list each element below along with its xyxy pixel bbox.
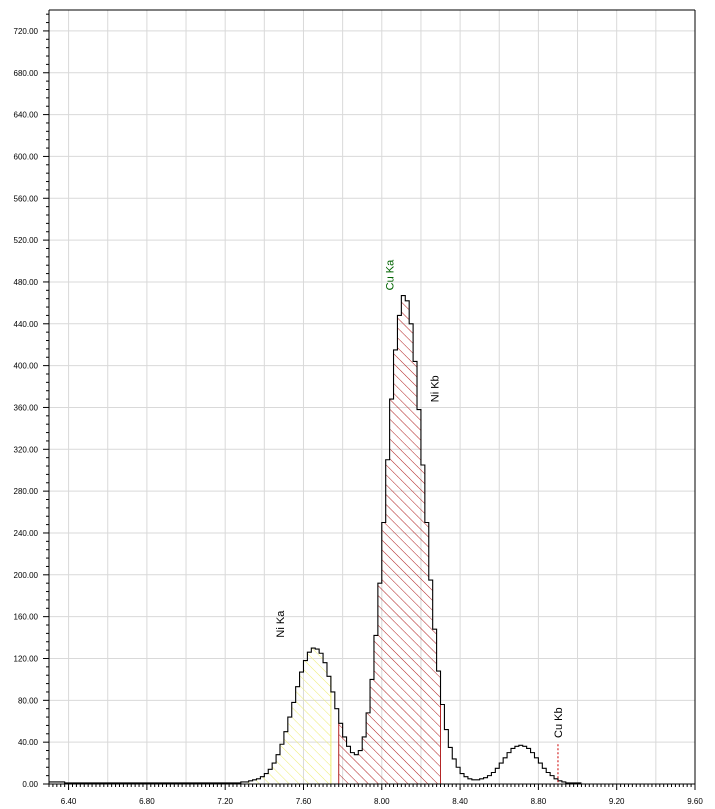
peak-labels: Ni Ka Cu Ka Ni Kb Cu Kb [275,259,565,738]
region-bin [385,459,390,784]
region-bin [401,295,406,784]
region-bin [350,752,355,784]
region-bin [319,653,324,784]
axes [48,9,696,785]
y-tick-label: 560.00 [14,194,39,203]
region-bin [354,754,359,784]
region-bin [248,780,253,784]
region-bin [370,679,375,784]
y-tick-label: 280.00 [14,487,39,496]
region-bin [373,635,379,784]
region-bin [260,776,265,784]
region-bin [362,736,367,784]
region-bin [428,580,433,784]
spectrum-line [49,294,582,784]
x-tick-label: 8.40 [452,797,468,806]
region-bin [417,409,422,784]
y-tick-label: 320.00 [14,445,39,454]
y-tick-label: 40.00 [18,738,39,747]
y-tick-label: 680.00 [14,69,39,78]
region-bin [295,686,300,784]
region-bin [299,672,304,784]
spectrum-trace [49,294,582,784]
y-tick-label: 160.00 [14,613,39,622]
y-tick-label: 120.00 [14,654,39,663]
region-bin [287,717,293,784]
y-tick-label: 240.00 [14,529,39,538]
region-bin [307,652,312,784]
peak-label: Ni Kb [430,375,442,402]
region-bin [405,300,410,784]
y-tick-label: 720.00 [14,27,39,36]
x-tick-label: 6.40 [61,797,77,806]
region-bin [432,629,437,784]
region-bin [413,361,418,784]
region-bin [436,671,441,784]
region-bin [272,763,277,784]
region-bin [264,773,269,784]
y-tick-label: 600.00 [14,152,39,161]
region-bin [381,522,387,784]
grid [49,10,696,785]
x-tick-label: 7.20 [217,797,233,806]
region-bin [303,660,308,784]
region-bin [268,769,273,784]
region-bin [291,702,296,784]
region-bin [366,712,371,784]
peak-label: Cu Ka [385,259,397,290]
region-bin [397,315,402,784]
x-axis-ticks: 6.40 6.80 7.20 7.60 8.00 8.40 8.80 9.20 9.60 [48,784,703,806]
y-tick-label: 400.00 [14,362,39,371]
region-bin [338,723,343,784]
region-bin [393,349,398,784]
region-bin [276,754,281,784]
y-tick-label: 0.00 [22,780,38,789]
region-bin [358,750,363,784]
region-bin [326,676,332,784]
region-bin [252,779,257,784]
y-tick-label: 440.00 [14,320,39,329]
x-tick-label: 9.60 [687,797,703,806]
region-bin [315,649,320,784]
peak-label: Cu Kb [553,707,565,738]
x-tick-label: 8.80 [531,797,547,806]
region-bin [409,323,414,784]
region-bin [244,781,249,784]
region-bin [424,522,430,784]
y-axis-ticks: 0.00 40.00 80.00 120.00 160.00 200.00 240.00 28… [14,13,49,789]
region-bin [342,736,347,784]
region-bin [323,662,328,784]
y-tick-label: 80.00 [18,696,39,705]
y-tick-label: 360.00 [14,403,39,412]
y-tick-label: 640.00 [14,111,39,120]
y-tick-label: 480.00 [14,278,39,287]
x-tick-label: 6.80 [139,797,155,806]
x-tick-label: 9.20 [609,797,625,806]
region-bin [420,464,426,784]
peak-label: Ni Ka [275,610,287,638]
region-bin [283,731,289,784]
region-bin [311,648,316,784]
y-tick-label: 520.00 [14,236,39,245]
region-bin [377,583,383,784]
region-bin [389,399,394,784]
region-bin [279,744,285,784]
x-tick-label: 7.60 [296,797,312,806]
region-fills [224,295,442,784]
region-bin [240,781,246,784]
y-tick-label: 200.00 [14,571,39,580]
region-bin [346,746,351,784]
region-bin [256,778,261,784]
x-tick-label: 8.00 [374,797,390,806]
